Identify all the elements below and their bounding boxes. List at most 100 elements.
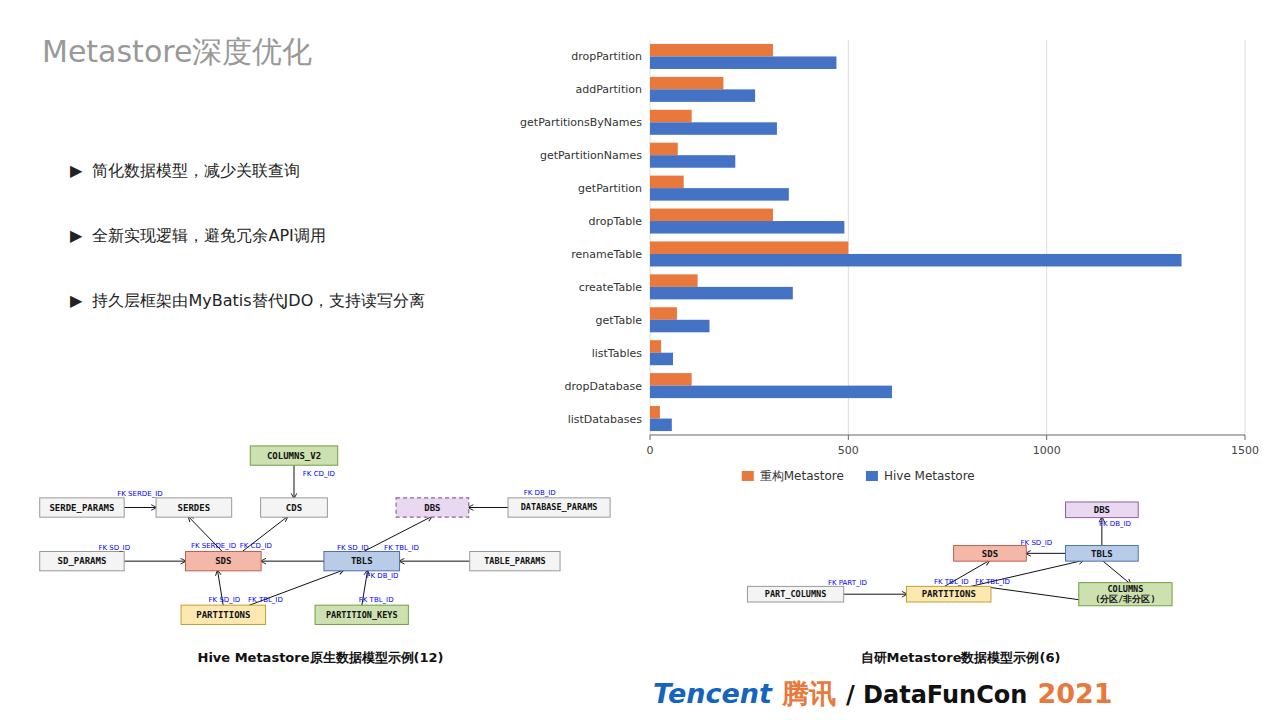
- diagram-box: [315, 605, 408, 624]
- bar: [650, 110, 692, 123]
- y-tick-label: getPartitionNames: [540, 149, 642, 162]
- diagram-box-label-line: SDS: [215, 556, 231, 566]
- fk-label: FK SERDE_ID: [191, 542, 236, 550]
- title: Metastore深度优化: [42, 34, 312, 69]
- diagram-arrow: [966, 560, 1084, 587]
- legend-label: Hive Metastore: [884, 469, 975, 483]
- bar: [650, 254, 1182, 267]
- y-tick-label: createTable: [579, 281, 643, 294]
- bar: [650, 155, 735, 168]
- diagram-box: [181, 605, 265, 624]
- bar: [650, 386, 892, 399]
- x-tick: [848, 435, 849, 440]
- diagram-caption: 自研Metastore数据模型示例(6): [861, 650, 1061, 665]
- bullet: ▶ 持久层框架由MyBatis替代JDO，支持读写分离: [70, 291, 425, 310]
- bar: [650, 209, 773, 222]
- diagram-box: [396, 498, 469, 517]
- diagram-box: [40, 498, 124, 517]
- bar: [650, 143, 678, 156]
- diagram-arrow: [399, 561, 471, 562]
- fk-label: FK TBL_ID: [359, 596, 394, 604]
- diagram-arrow: [247, 570, 344, 606]
- diagram-box-label: DBS: [424, 503, 440, 513]
- fk-label: FK SD_ID: [1021, 539, 1053, 547]
- diagram-box-label-line: DBS: [1094, 505, 1110, 515]
- diagram-box: [186, 552, 262, 571]
- legend-swatch: [866, 471, 878, 481]
- y-tick-label: getPartition: [578, 182, 642, 195]
- bar: [650, 122, 777, 135]
- y-tick-label: dropDatabase: [565, 380, 643, 393]
- bullet: ▶ 简化数据模型，减少关联查询: [70, 161, 300, 180]
- bar: [650, 340, 661, 353]
- bar: [650, 307, 677, 320]
- bar: [650, 419, 672, 432]
- x-tick-label: 500: [838, 444, 859, 457]
- x-tick: [1046, 435, 1047, 440]
- bar: [650, 241, 848, 254]
- diagram-box-label-line: (分区/非分区): [1095, 594, 1155, 604]
- legend-label: 重构Metastore: [760, 469, 844, 483]
- x-tick-label: 1500: [1231, 444, 1259, 457]
- bar-chart: 050010001500dropPartitionaddPartitionget…: [520, 40, 1259, 483]
- diagram-arrow: [123, 561, 186, 562]
- diagram-box-label: SERDE_PARAMS: [49, 503, 114, 513]
- diagram-box-label-line: PARTITIONS: [922, 589, 976, 599]
- bar: [650, 287, 793, 300]
- diagram-box: [1079, 583, 1172, 606]
- diagram-arrow: [843, 594, 908, 595]
- bar: [650, 274, 698, 287]
- fk-label: FK TBL_ID: [248, 596, 283, 604]
- diagram-arrow: [1025, 553, 1066, 554]
- diagram-box: [954, 546, 1027, 562]
- y-tick-label: renameTable: [571, 248, 642, 261]
- diagram-box-label: TBLS: [1091, 549, 1113, 559]
- bar: [650, 89, 755, 102]
- fk-label: FK SERDE_ID: [117, 490, 162, 498]
- legend: 重构Metastore Hive Metastore: [742, 469, 975, 483]
- diagram-box-label: TBLS: [351, 556, 373, 566]
- x-grid: [650, 40, 1245, 435]
- diagram-box-label: DATABASE_PARAMS: [521, 502, 598, 512]
- annotations: ▶ 简化数据模型，减少关联查询▶ 全新实现逻辑，避免冗余API调用▶ 持久层框架…: [70, 161, 1113, 709]
- diagram-box: [508, 498, 610, 517]
- diagram-box-label: PARTITIONS: [196, 610, 250, 620]
- diagram-box-label-line: TBLS: [1091, 549, 1113, 559]
- fk-label: FK CD_ID: [240, 542, 272, 550]
- x-tick: [650, 435, 651, 440]
- diagram-box-label: SD_PARAMS: [58, 556, 107, 566]
- diagram-box-label: SDS: [982, 549, 998, 559]
- fk-label: FK SD_ID: [98, 544, 130, 552]
- diagram-box: [1066, 502, 1139, 518]
- diagram-box-label-line: DBS: [424, 503, 440, 513]
- y-tick-label: dropTable: [589, 215, 643, 228]
- x-axis-line: [650, 435, 1245, 436]
- diagram-box-label: COLUMNS(分区/非分区): [1095, 584, 1155, 604]
- bar: [650, 188, 789, 201]
- diagram-box-label-line: DATABASE_PARAMS: [521, 502, 598, 512]
- diagram-arrow: [123, 507, 157, 508]
- fk-label: FK DB_ID: [1099, 520, 1131, 528]
- diagram-box: [324, 552, 400, 571]
- diagram-arrow: [362, 516, 433, 552]
- brand-text: Tencent: [653, 678, 773, 709]
- fk-label: FK DB_ID: [366, 572, 398, 580]
- bars: [650, 44, 1182, 431]
- diagram-arrow: [1102, 560, 1131, 585]
- grid-line: [1245, 40, 1246, 435]
- y-tick-label: getTable: [595, 314, 642, 327]
- diagram-box-label: SDS: [215, 556, 231, 566]
- fk-label: FK SD_ID: [337, 544, 369, 552]
- diagram-box-label-line: PART_COLUMNS: [765, 589, 826, 599]
- legend-swatch: [742, 471, 754, 481]
- x-tick-label: 0: [647, 444, 654, 457]
- diagram-arrow: [260, 561, 325, 562]
- diagram-box-label-line: SERDES: [178, 503, 211, 513]
- bar: [650, 44, 773, 57]
- diagram-box-label: COLUMNS_V2: [267, 451, 321, 461]
- diagram-box: [261, 498, 328, 517]
- bar: [650, 373, 692, 386]
- bar: [650, 221, 844, 234]
- diagram-box: [1066, 546, 1139, 562]
- diagram-box-label-line: COLUMNS: [1108, 584, 1144, 594]
